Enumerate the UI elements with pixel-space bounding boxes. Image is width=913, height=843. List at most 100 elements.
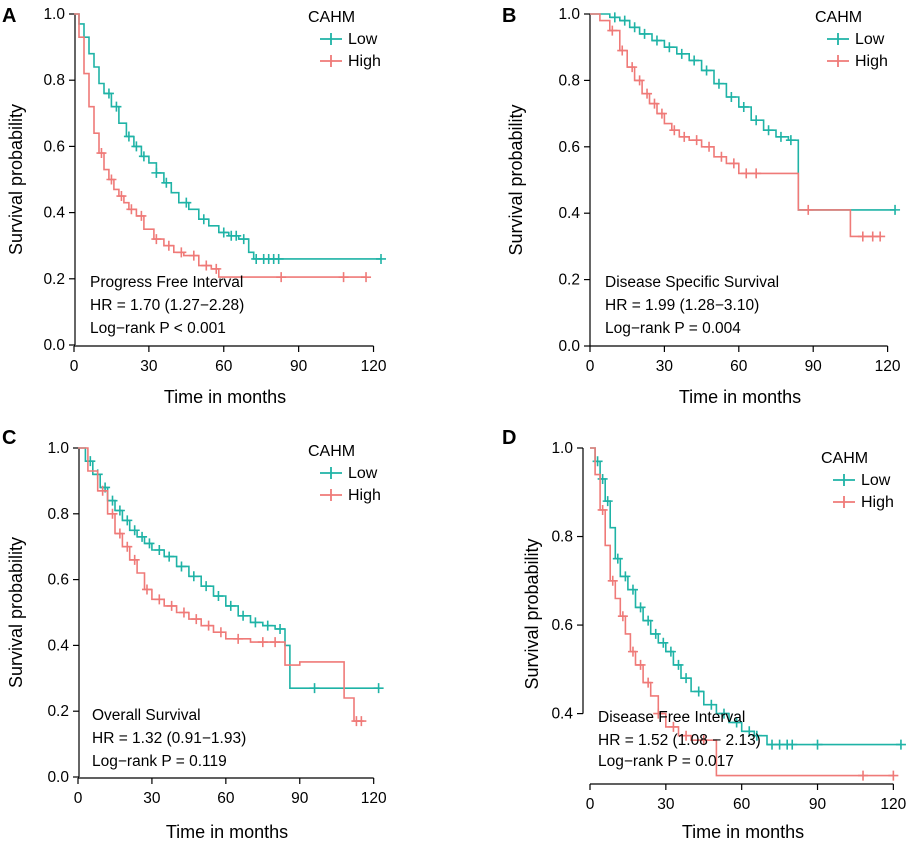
censor-mark [649, 98, 660, 109]
censor-mark [676, 48, 687, 59]
y-tick-label: 0.0 [558, 338, 580, 355]
censor-mark [627, 584, 638, 595]
censor-mark [198, 214, 209, 225]
censor-mark [651, 35, 662, 46]
survival-curve-high [590, 13, 881, 238]
panel-d: D 0 30 60 90 120 0.4 0.6 0.8 1.0 Time in months Sur… [502, 427, 907, 842]
annotation-logrank-p: Log−rank P = 0.119 [92, 753, 227, 770]
censor-mark [701, 65, 712, 76]
censor-mark [116, 191, 127, 202]
y-axis-title: Survival probability [522, 538, 542, 689]
legend-label-high: High [348, 487, 381, 504]
censor-mark [97, 485, 108, 496]
censor-mark [609, 12, 620, 23]
censor-mark [664, 42, 675, 53]
y-tick-label: 1.0 [43, 6, 65, 23]
censor-mark [231, 230, 242, 241]
censor-mark [673, 659, 684, 670]
censor-mark [166, 600, 177, 611]
censor-mark [151, 234, 162, 245]
censor-mark [597, 473, 608, 484]
legend: CAHM Low High [308, 443, 381, 504]
censor-mark [726, 92, 737, 102]
censor-mark [129, 525, 140, 536]
y-tick-label: 0.4 [551, 706, 573, 723]
censor-mark [803, 204, 814, 215]
x-tick-label: 90 [805, 358, 823, 375]
censor-mark [238, 234, 249, 245]
legend-swatch-low [320, 33, 342, 45]
annotation-logrank-p: Log−rank P = 0.004 [605, 320, 741, 337]
y-axis-title: Survival probability [6, 104, 26, 255]
censor-mark [857, 231, 868, 242]
legend-title: CAHM [821, 450, 868, 467]
censor-mark [653, 708, 664, 719]
censor-mark [689, 55, 700, 66]
censor-mark [858, 770, 869, 781]
y-tick-label: 1.0 [558, 6, 580, 23]
censor-mark [201, 260, 212, 271]
x-tick-label: 120 [875, 358, 901, 375]
censor-mark [627, 646, 638, 657]
censor-mark [188, 250, 199, 261]
censor-mark [656, 108, 667, 119]
x-tick-label: 0 [74, 790, 83, 807]
y-tick-label: 1.0 [47, 440, 69, 457]
legend-label-high: High [855, 53, 888, 70]
survival-curve-low [74, 13, 381, 260]
x-tick-label: 90 [291, 790, 309, 807]
censor-mark [731, 717, 742, 728]
censor-mark [665, 646, 676, 657]
y-tick-label: 0.8 [43, 72, 65, 89]
panel-letter: A [2, 5, 16, 27]
censor-mark [356, 716, 367, 727]
censor-mark [679, 131, 690, 142]
legend-label-low: Low [348, 465, 378, 482]
y-tick-label: 0.6 [551, 617, 573, 634]
censor-mark [178, 607, 189, 618]
censor-mark [592, 456, 603, 467]
censor-mark [309, 683, 320, 694]
censor-mark [201, 581, 212, 592]
censor-mark [176, 561, 187, 572]
censor-mark [681, 673, 692, 684]
censor-mark [215, 627, 226, 638]
y-tick-label: 0.0 [47, 769, 69, 786]
censor-mark [602, 496, 613, 507]
censor-mark [643, 677, 654, 688]
x-tick-label: 90 [290, 358, 308, 375]
annotation-logrank-p: Log−rank P < 0.001 [90, 320, 226, 337]
censor-mark [751, 168, 762, 179]
y-tick-label: 0.4 [47, 637, 69, 654]
censor-mark [137, 531, 148, 542]
y-axis-title: Survival probability [6, 537, 26, 688]
censor-mark [376, 253, 387, 264]
panel-letter: B [502, 5, 516, 27]
censor-mark [597, 504, 608, 515]
censor-mark [275, 623, 286, 634]
censor-mark [650, 628, 661, 639]
y-tick-label: 0.4 [558, 205, 580, 222]
annotation-logrank-p: Log−rank P = 0.017 [598, 753, 734, 770]
series-low [590, 12, 901, 215]
censor-mark [718, 708, 729, 719]
censor-mark [338, 272, 349, 283]
censor-mark [635, 659, 646, 670]
censor-mark [629, 22, 640, 33]
y-tick-label: 0.2 [558, 272, 580, 289]
survival-curve-low [78, 447, 379, 689]
censor-mark [716, 151, 727, 162]
censor-mark [122, 541, 133, 552]
panel-letter: C [2, 427, 16, 449]
censor-mark [107, 495, 118, 506]
x-tick-label: 120 [880, 796, 906, 813]
survival-curve-low [590, 447, 901, 746]
panel-a: A 0 30 60 90 120 0.0 0.2 0.4 0.6 0.8 1.0 Time in mon… [2, 5, 387, 407]
censor-mark [111, 101, 122, 112]
censor-mark [607, 575, 618, 586]
censor-mark [141, 584, 152, 595]
x-axis-title: Time in months [166, 822, 288, 842]
legend-label-low: Low [348, 31, 378, 48]
x-tick-label: 30 [657, 796, 675, 813]
censor-mark [607, 25, 618, 36]
